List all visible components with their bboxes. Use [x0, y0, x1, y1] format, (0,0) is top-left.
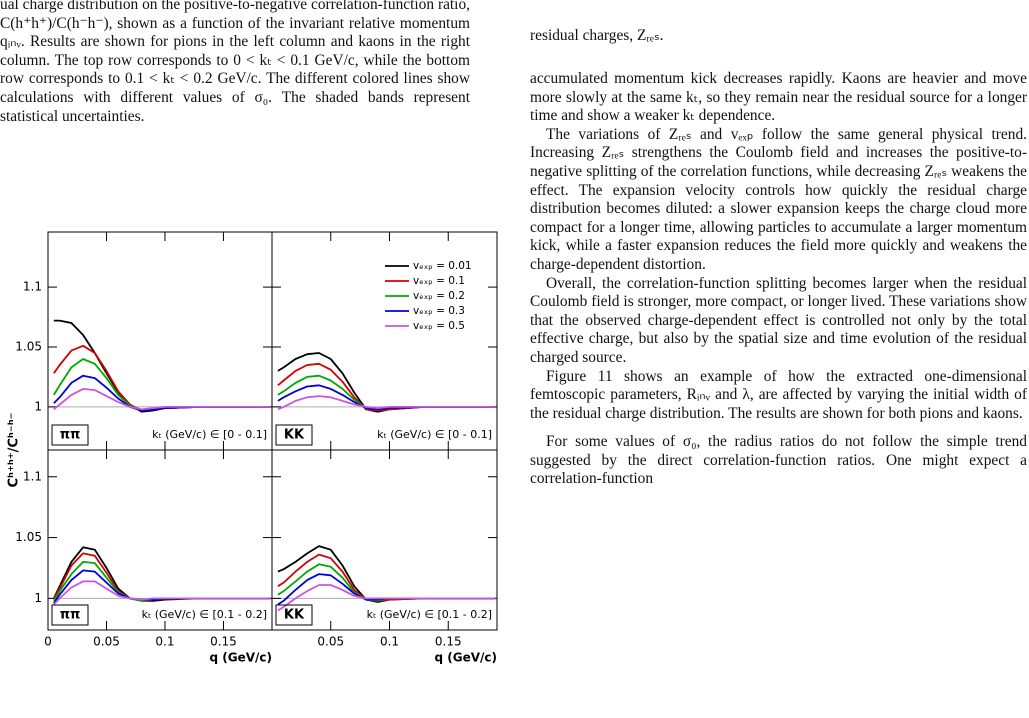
- panel-label: ππ: [60, 608, 81, 623]
- kt-label: kₜ (GeV/c) ∈ [0.1 - 0.2]: [142, 608, 267, 621]
- y-tick-label: 1: [34, 591, 42, 605]
- paragraph: accumulated momentum kick decreases rapi…: [530, 70, 1027, 125]
- panel-label: KK: [284, 428, 305, 443]
- panel-frame: [47, 449, 273, 631]
- x-tick-label: 0.15: [435, 635, 462, 649]
- x-tick-label: 0.1: [380, 635, 399, 649]
- series-line: [277, 584, 496, 612]
- series-line: [53, 552, 271, 602]
- panel-label-box: [51, 424, 89, 446]
- series-line: [52, 546, 271, 602]
- panel-label: KK: [284, 608, 305, 623]
- text-line: residual charges, Zᵣₑₛ.: [530, 27, 664, 44]
- y-axis-label: Cʰ⁺ʰ⁺/Cʰ⁻ʰ⁻: [7, 413, 22, 488]
- x-tick-label: 0.05: [317, 635, 344, 649]
- y-tick-label: 1: [34, 399, 42, 413]
- panel-label: ππ: [60, 428, 81, 443]
- legend-label: vₑₓₚ = 0.5: [413, 320, 465, 332]
- x-tick-label: 0.05: [93, 635, 120, 649]
- series-line: [277, 395, 496, 411]
- kt-label: kₜ (GeV/c) ∈ [0 - 0.1]: [377, 428, 492, 441]
- legend-label: vₑₓₚ = 0.01: [413, 260, 472, 272]
- series-line: [277, 545, 496, 603]
- panel-frame: [47, 231, 273, 451]
- series-line: [277, 563, 496, 602]
- series-line: [53, 374, 271, 412]
- paragraph: For some values of σ₀, the radius ratios…: [530, 433, 1027, 488]
- legend-label: vₑₓₚ = 0.3: [413, 305, 465, 317]
- x-tick-label: 0: [44, 635, 52, 649]
- kt-label: kₜ (GeV/c) ∈ [0.1 - 0.2]: [367, 608, 492, 621]
- series-line: [53, 319, 271, 413]
- paragraph: Figure 11 shows an example of how the ex…: [530, 367, 1027, 422]
- series-line: [53, 388, 271, 411]
- figure: 1 1.05 1.1 ππ kₜ (GeV/c) ∈ [0 - 0.1] Cʰ⁺ʰ⁺/Cʰ…: [7, 231, 498, 665]
- legend-label: vₑₓₚ = 0.1: [413, 275, 465, 287]
- panel-frame: [271, 449, 498, 631]
- panel-label-box: [51, 604, 89, 626]
- text-column: accumulated momentum kick decreases rapi…: [530, 70, 1027, 489]
- x-tick-label: 0.15: [210, 635, 237, 649]
- legend-label: vₑₓₚ = 0.2: [413, 290, 465, 302]
- kt-label: kₜ (GeV/c) ∈ [0 - 0.1]: [152, 428, 267, 441]
- series-line: [53, 580, 271, 606]
- paragraph: Overall, the correlation-function splitt…: [530, 274, 1027, 366]
- y-tick-label: 1.05: [15, 530, 42, 544]
- y-tick-label: 1.1: [23, 469, 42, 483]
- series-line: [53, 358, 271, 412]
- panel-label-box: [275, 604, 313, 626]
- figure-caption: ual charge distribution on the positive-…: [0, 0, 470, 125]
- y-tick-label: 1.1: [23, 280, 42, 294]
- series-line: [53, 344, 271, 412]
- series-line: [277, 374, 496, 411]
- series-line: [277, 362, 496, 412]
- y-tick-label: 1.05: [15, 339, 42, 353]
- x-tick-label: 0.1: [155, 635, 174, 649]
- series-line: [277, 553, 496, 602]
- panel-label-box: [275, 424, 313, 446]
- series-line: [277, 384, 496, 411]
- x-axis-label: q (GeV/c): [434, 651, 497, 665]
- series-line: [277, 352, 496, 413]
- paragraph: The variations of Zᵣₑₛ and vₑₓₚ follow t…: [530, 125, 1027, 273]
- x-axis-label: q (GeV/c): [209, 651, 272, 665]
